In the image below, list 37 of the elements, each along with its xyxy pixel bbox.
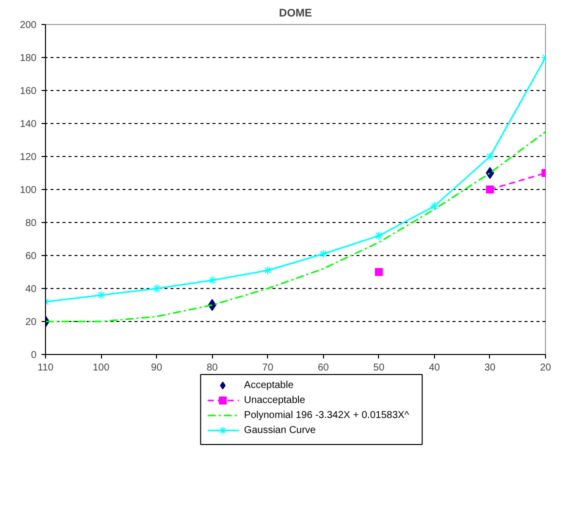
legend-label: Polynomial 196 -3.342X + 0.01583X^	[244, 410, 410, 421]
point	[374, 231, 384, 240]
legend-label: Acceptable	[244, 380, 294, 391]
x-tick-label: 100	[92, 362, 110, 374]
y-tick-label: 120	[20, 152, 37, 163]
point	[486, 186, 494, 194]
x-tick-label: 80	[206, 362, 218, 374]
point	[486, 167, 494, 179]
y-tick-label: 200	[20, 20, 37, 31]
x-tick-label: 110	[38, 362, 54, 374]
point	[96, 290, 106, 300]
point	[152, 284, 162, 293]
y-tick-label: 60	[25, 251, 37, 262]
x-tick-label: 70	[262, 362, 274, 374]
x-tick-label: 50	[373, 362, 385, 374]
y-tick-label: 100	[20, 185, 37, 196]
x-tick-label: 40	[428, 362, 440, 374]
point	[208, 276, 217, 285]
x-tick-label: 20	[540, 362, 552, 374]
y-tick-label: 40	[25, 284, 37, 295]
legend-label: Unacceptable	[244, 395, 306, 406]
x-tick-label: 90	[151, 362, 163, 374]
point	[318, 249, 328, 258]
x-tick-label: 60	[318, 362, 330, 374]
y-tick-label: 80	[25, 218, 37, 229]
y-tick-label: 0	[30, 350, 37, 361]
point	[485, 152, 494, 161]
y-tick-label: 20	[25, 317, 37, 328]
point	[263, 266, 272, 275]
point	[430, 202, 439, 210]
chart-title: DOME	[279, 8, 312, 20]
legend-label: Gaussian Curve	[244, 425, 316, 436]
x-tick-label: 30	[484, 362, 496, 374]
y-tick-label: 180	[20, 53, 37, 64]
y-tick-label: 140	[20, 119, 37, 130]
y-tick-label: 160	[20, 86, 37, 97]
point	[374, 268, 383, 276]
